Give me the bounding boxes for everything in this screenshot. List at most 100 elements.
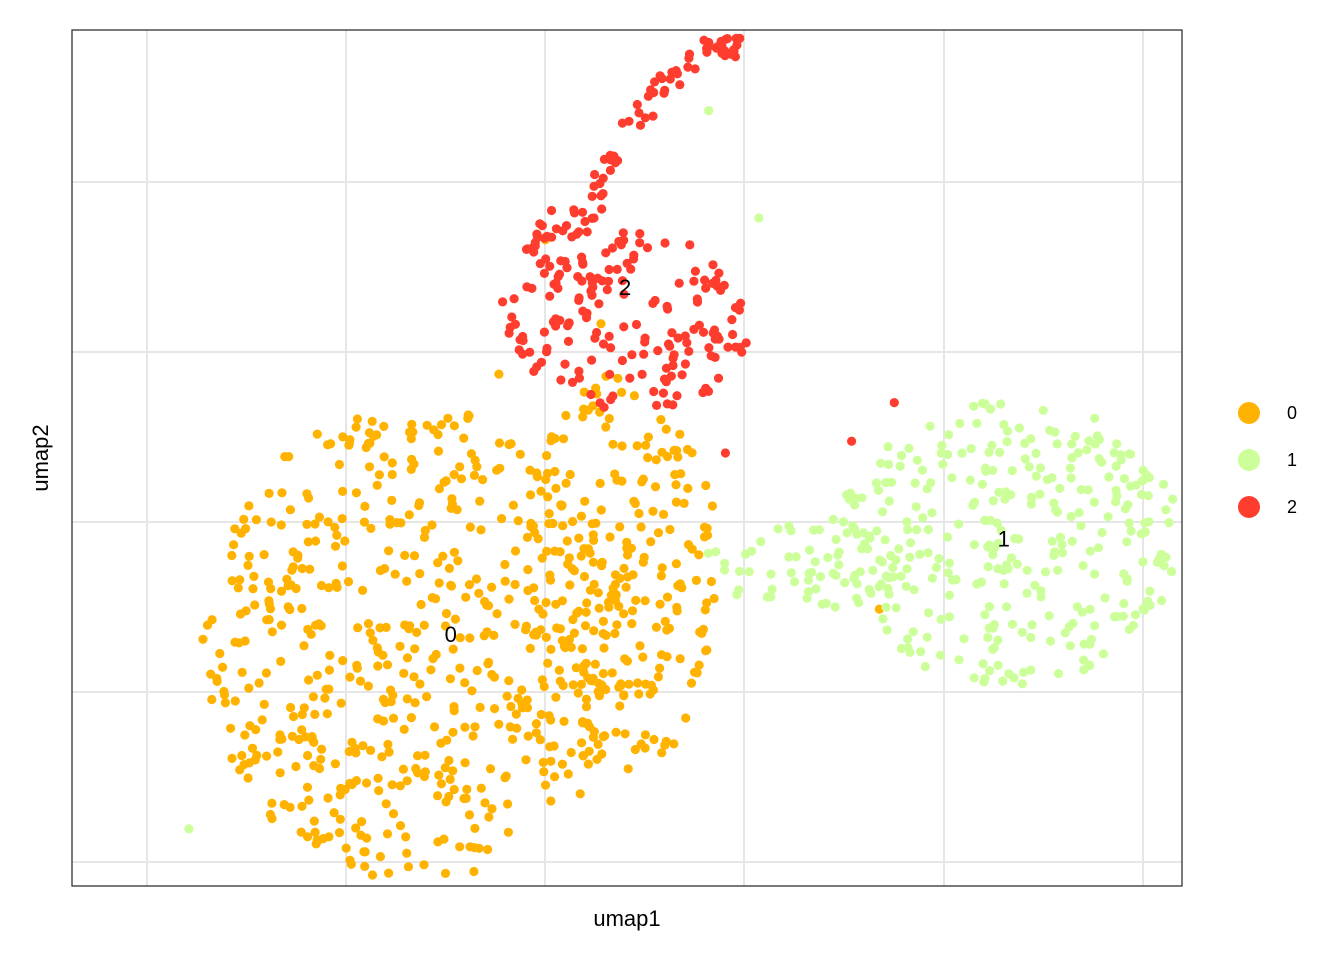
cluster-2-point [567,377,578,387]
cluster-1-point [891,555,901,565]
cluster-2-point [690,266,701,276]
cluster-0-point [505,722,515,732]
cluster-1-point [1002,426,1013,436]
cluster-0-point [240,730,250,740]
cluster-0-point [576,551,586,561]
cluster-0-point [441,476,451,486]
cluster-0-point [409,459,419,469]
cluster-2-point [545,261,555,271]
cluster-1-point [849,523,860,534]
cluster-0-point [581,694,592,704]
cluster-0-point [461,592,471,602]
cluster-2-point [723,342,733,352]
cluster-1-point [1119,569,1129,579]
cluster-0-point [251,515,261,525]
cluster-2-point [689,276,699,286]
cluster-2-point [631,319,642,330]
cluster-0-point [218,662,228,672]
cluster-0-point [701,480,711,491]
cluster-0-point [311,536,321,546]
cluster-0-point [495,463,505,473]
cluster-1-point [1168,494,1178,504]
cluster-0-point [409,672,419,682]
cluster-1-point [1053,669,1064,679]
cluster-0-point [594,678,604,689]
cluster-0-point [441,608,452,619]
cluster-2-point [588,282,598,292]
cluster-0-point [617,387,627,397]
cluster-0-point [557,500,567,510]
cluster-1-point [1130,610,1140,620]
cluster-1-point [842,528,852,538]
cluster-1-point [1122,576,1132,586]
cluster-0-point [285,505,295,515]
cluster-0-point [420,767,430,777]
cluster-1-point [864,584,874,595]
cluster-0-point [544,519,554,529]
cluster-1-point [896,450,907,461]
cluster-2-point [663,304,673,314]
cluster-0-point [494,369,504,379]
cluster-0-point [525,643,535,654]
cluster-1-point [883,442,893,452]
cluster-2-point [640,337,650,347]
cluster-2-point [690,64,700,74]
cluster-1-point [1002,437,1012,447]
cluster-0-point [522,532,533,543]
cluster-0-point [293,550,303,560]
cluster-2-point [634,108,644,118]
cluster-0-point [219,690,230,700]
cluster-2-point [604,264,614,275]
legend-label-0: 0 [1287,403,1297,423]
cluster-0-point [608,439,618,449]
cluster-1-point [1082,445,1092,455]
cluster-0-point [472,462,482,472]
cluster-1-point [773,524,783,534]
cluster-0-point [262,751,272,761]
cluster-0-point [243,773,253,783]
cluster-0-point [483,601,494,611]
cluster-0-point [335,814,345,824]
cluster-0-point [464,810,475,820]
cluster-0-point [631,595,641,606]
cluster-0-point [248,584,258,594]
cluster-1-point [1012,559,1022,569]
cluster-0-point [464,580,475,590]
cluster-1-point [1078,561,1088,571]
cluster-0-point [459,433,469,443]
cluster-1-point [883,583,893,594]
cluster-0-point [581,718,591,729]
cluster-2-point [684,346,694,356]
cluster-0-point [559,716,569,727]
cluster-0-point [355,676,366,686]
cluster-2-point [685,240,695,250]
cluster-1-point [1035,489,1045,499]
cluster-0-point [413,751,423,761]
cluster-0-point [465,633,475,643]
cluster-0-point [571,663,581,673]
cluster-1-point [1085,604,1095,614]
cluster-0-point [206,669,216,679]
cluster-0-point [522,703,533,713]
cluster-0-point [324,832,334,842]
cluster-0-point [529,583,539,593]
cluster-0-point [653,528,664,538]
cluster-0-point [671,497,682,507]
cluster-label-1: 1 [998,527,1010,552]
cluster-0-point [629,391,640,401]
cluster-0-point [661,424,671,434]
cluster-0-point [237,667,247,678]
cluster-0-point [267,798,277,808]
cluster-0-point [431,594,441,604]
cluster-1-point [1053,565,1063,575]
cluster-0-point [657,563,667,573]
cluster-0-point [275,768,285,778]
cluster-0-point [475,496,485,506]
cluster-0-point [297,725,307,735]
cluster-0-point [558,521,568,531]
cluster-0-point [422,692,432,702]
cluster-1-point [1014,423,1024,433]
cluster-1-point [936,448,946,458]
cluster-0-point [373,661,383,671]
cluster-0-point [449,421,459,431]
